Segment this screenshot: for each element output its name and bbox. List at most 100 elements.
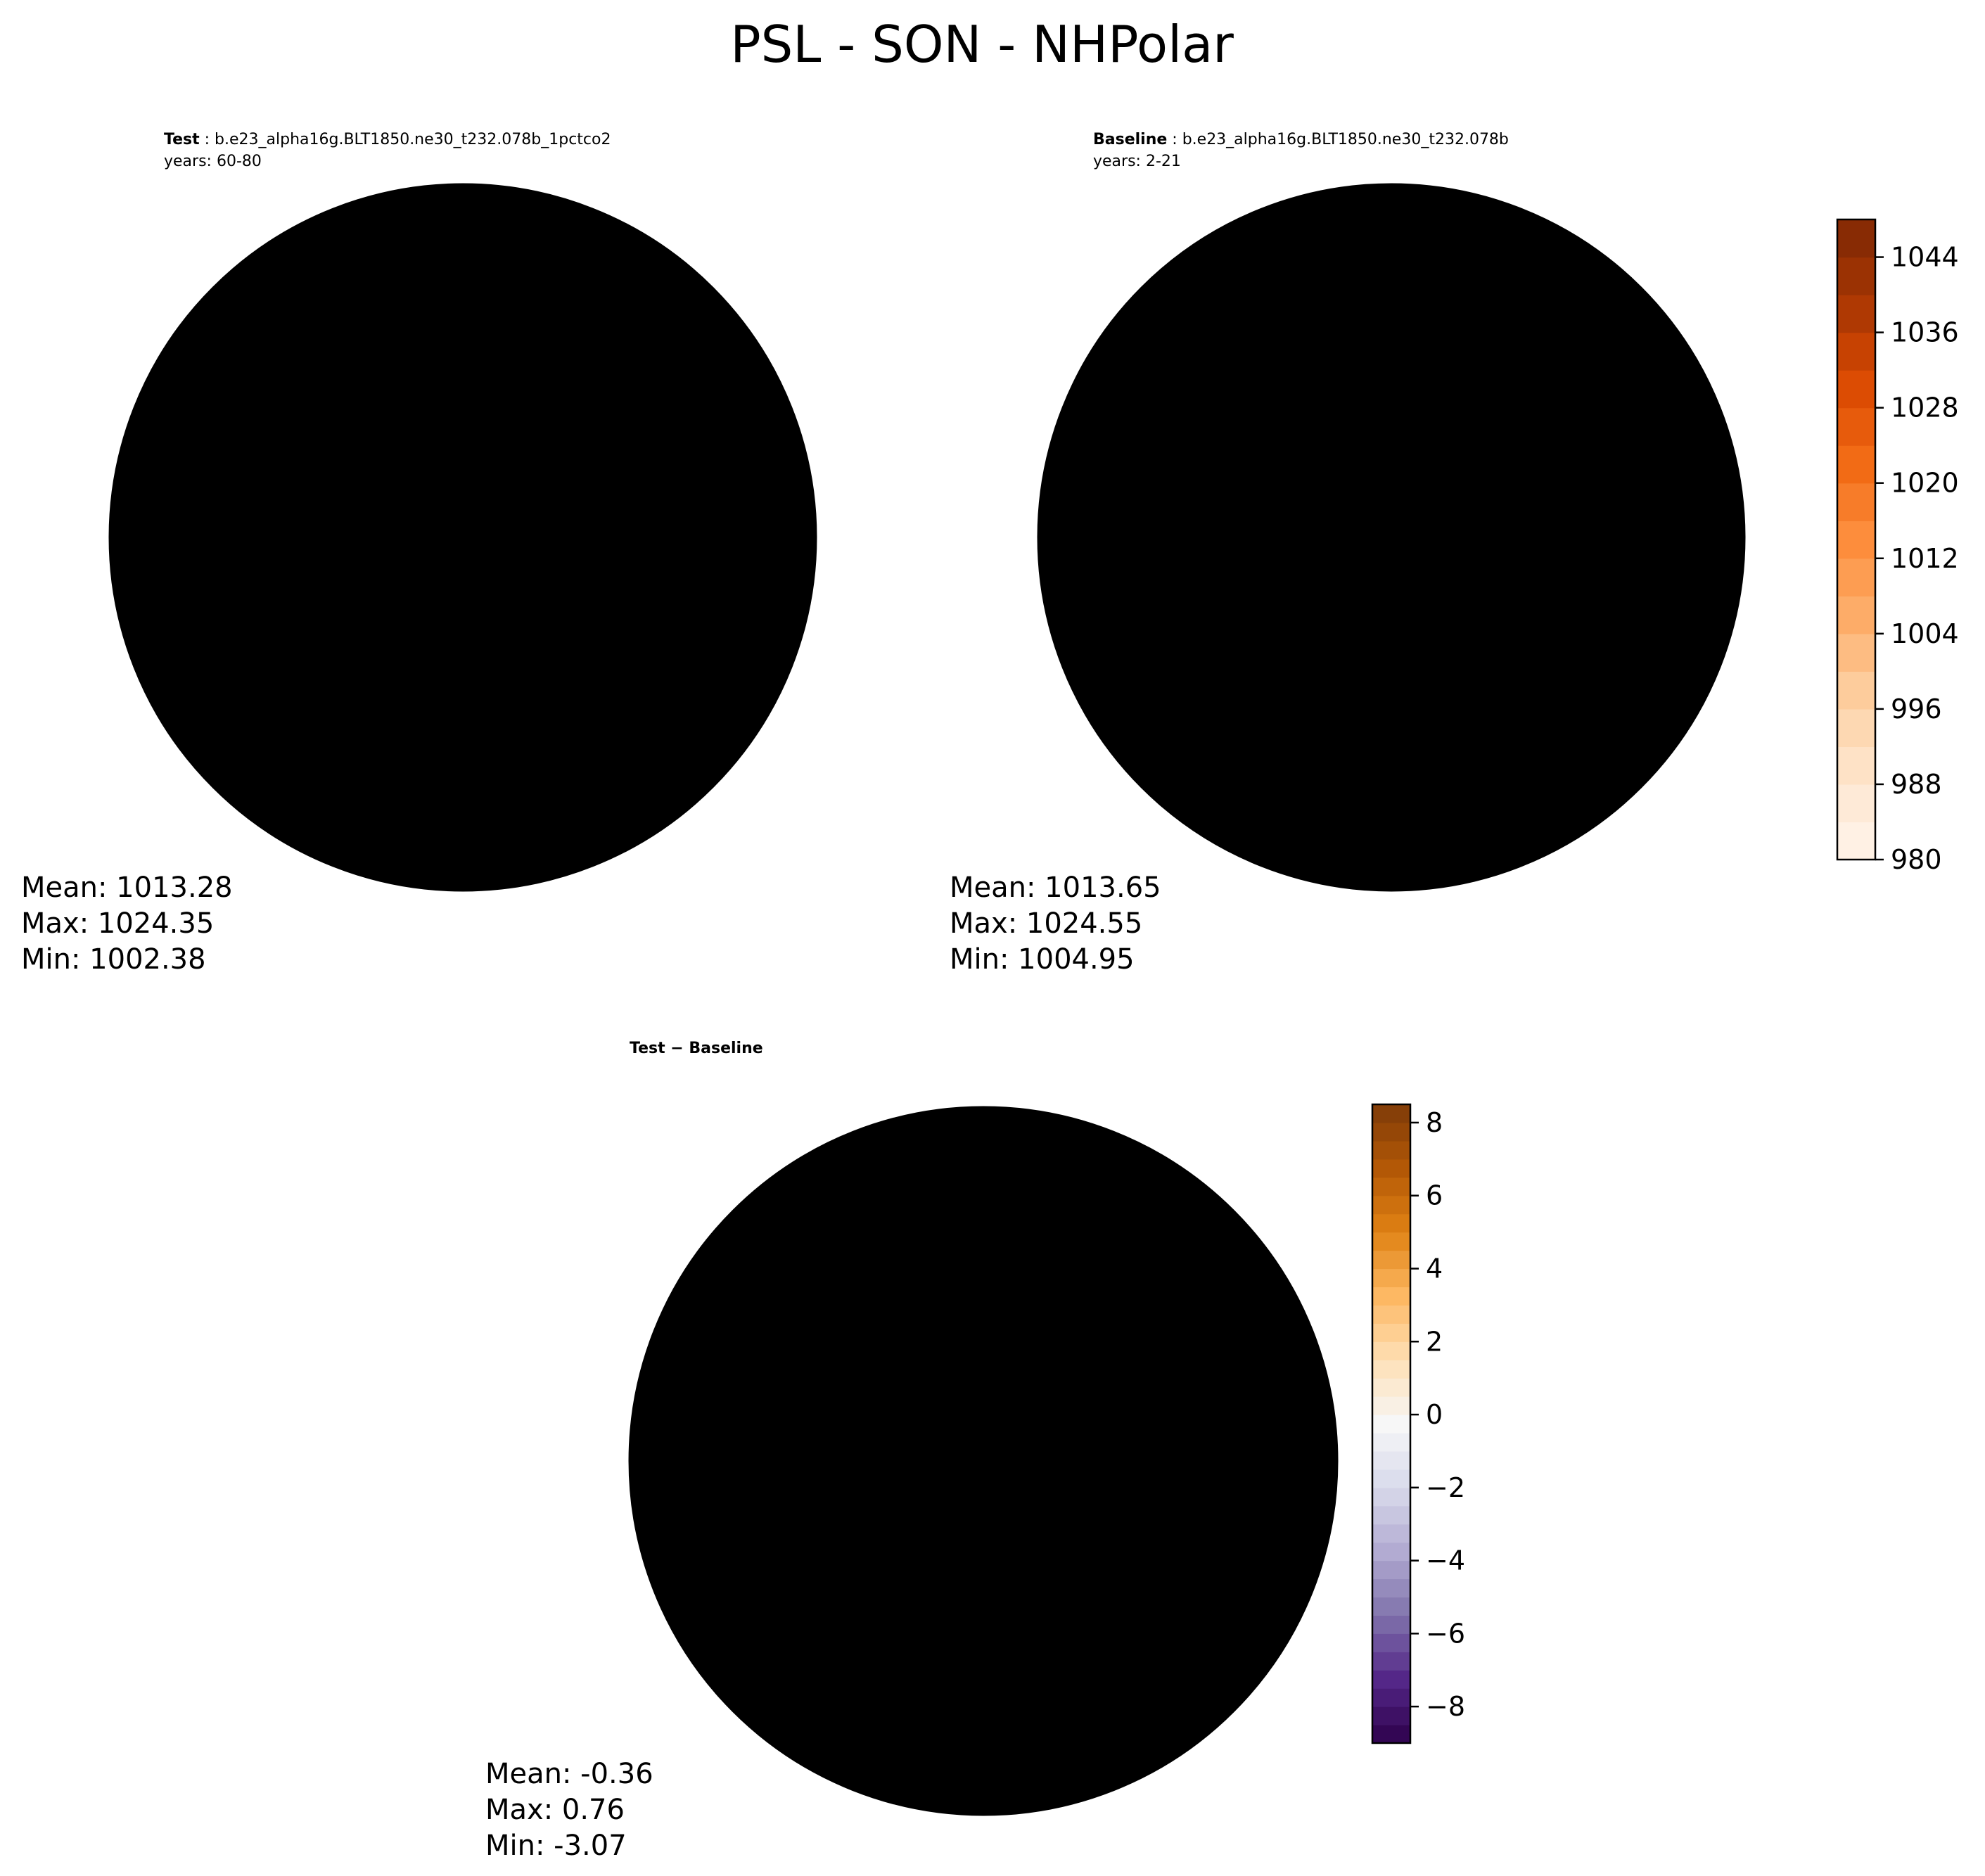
colorbar-swatch <box>1837 483 1875 521</box>
colorbar-swatch <box>1372 1213 1410 1233</box>
stats-min-difference: Min: -3.07 <box>485 1830 627 1862</box>
polar-map-test <box>108 183 817 892</box>
colorbar-swatch <box>1372 1360 1410 1379</box>
colorbar-swatch <box>1372 1122 1410 1142</box>
colorbar-swatch <box>1372 1287 1410 1306</box>
colorbar-swatch <box>1372 1104 1410 1123</box>
colorbar-tick-label: −2 <box>1426 1472 1465 1503</box>
colorbar-swatch <box>1372 1305 1410 1324</box>
colorbar-swatch <box>1372 1670 1410 1689</box>
colorbar-swatch <box>1372 1450 1410 1470</box>
colorbar-swatch <box>1372 1706 1410 1725</box>
colorbar-swatch <box>1837 822 1875 860</box>
colorbar-tick-label: 1020 <box>1891 468 1959 499</box>
coastlines <box>145 212 781 841</box>
colorbar-swatch <box>1837 596 1875 634</box>
panel-difference: Test − Baseline Mean: -0.36 Max: 0.76 Mi… <box>485 1040 1339 1862</box>
colorbar-tick-label: 0 <box>1426 1399 1443 1430</box>
panel-title-baseline-bold: Baseline <box>1093 131 1167 148</box>
figure-title: PSL - SON - NHPolar <box>730 15 1234 74</box>
colorbar-swatch <box>1837 407 1875 446</box>
colorbar-swatch <box>1837 521 1875 559</box>
colorbar-frame <box>1371 1103 1412 1744</box>
colorbar-tick-label: 1036 <box>1891 317 1959 348</box>
panel-baseline: Baseline : b.e23_alpha16g.BLT1850.ne30_t… <box>950 131 1746 976</box>
colorbar-tick-label: 996 <box>1891 694 1942 725</box>
map-boundary <box>628 1106 1339 1816</box>
colorbar-swatch <box>1372 1323 1410 1342</box>
colorbar-tick-label: 1004 <box>1891 618 1959 649</box>
colorbar-swatch <box>1372 1195 1410 1215</box>
colorbar-swatch <box>1372 1560 1410 1580</box>
colorbar-tick-label: −4 <box>1426 1545 1465 1576</box>
colorbar-tick-label: 1012 <box>1891 543 1959 574</box>
colorbar-swatch <box>1837 671 1875 710</box>
colorbar-swatch <box>1372 1268 1410 1288</box>
map-boundary <box>108 183 817 892</box>
colorbar-swatch <box>1372 1378 1410 1397</box>
panel-years-test: years: 60-80 <box>164 153 262 170</box>
colorbar-swatch <box>1372 1415 1410 1434</box>
colorbar-swatch <box>1372 1487 1410 1507</box>
colorbar-tick-label: 8 <box>1426 1107 1443 1138</box>
colorbar-tick-label: 1044 <box>1891 242 1959 273</box>
colorbar-swatch <box>1837 332 1875 371</box>
panel-title-test: Test : b.e23_alpha16g.BLT1850.ne30_t232.… <box>164 131 611 148</box>
colorbar-tick-label: 6 <box>1426 1180 1443 1211</box>
colorbar-swatch <box>1372 1688 1410 1707</box>
colorbar-swatch <box>1837 784 1875 823</box>
colorbar-swatch <box>1837 746 1875 785</box>
stats-max-difference: Max: 0.76 <box>485 1794 625 1826</box>
colorbar-tick-label: 1028 <box>1891 393 1959 423</box>
panel-title-baseline: Baseline : b.e23_alpha16g.BLT1850.ne30_t… <box>1093 131 1509 148</box>
colorbar-swatch <box>1372 1615 1410 1634</box>
colorbar-swatch <box>1372 1725 1410 1744</box>
panel-years-baseline: years: 2-21 <box>1093 153 1181 170</box>
colorbar-psl: 980 988 996 1004 1012 1020 1028 1036 1044 <box>1836 218 1959 875</box>
colorbar-tick-label: 980 <box>1891 844 1942 875</box>
stats-mean-difference: Mean: -0.36 <box>485 1758 653 1790</box>
polar-map-difference <box>628 1106 1339 1816</box>
colorbar-swatch <box>1372 1469 1410 1488</box>
colorbar-swatch <box>1837 257 1875 295</box>
colorbar-swatch <box>1372 1396 1410 1415</box>
panel-test: Test : b.e23_alpha16g.BLT1850.ne30_t232.… <box>21 131 817 976</box>
panel-title-baseline-case: : b.e23_alpha16g.BLT1850.ne30_t232.078b <box>1167 131 1509 148</box>
stats-max-baseline: Max: 1024.55 <box>950 907 1142 940</box>
colorbar-swatch <box>1372 1250 1410 1270</box>
colorbar-swatch <box>1837 708 1875 748</box>
colorbar-swatch <box>1372 1140 1410 1160</box>
colorbar-swatch <box>1837 295 1875 333</box>
colorbar-tick-label: −8 <box>1426 1691 1465 1722</box>
coastlines <box>1073 212 1709 841</box>
colorbar-tick-label: 2 <box>1426 1326 1443 1357</box>
colorbar-swatch <box>1372 1578 1410 1598</box>
colorbar-swatch <box>1837 558 1875 596</box>
colorbar-swatch <box>1372 1633 1410 1652</box>
colorbar-swatch <box>1372 1505 1410 1525</box>
colorbar-swatch <box>1837 633 1875 672</box>
panel-title-test-bold: Test <box>164 131 200 148</box>
colorbar-swatch <box>1372 1177 1410 1197</box>
stats-mean-test: Mean: 1013.28 <box>21 872 233 904</box>
polar-map-baseline <box>1037 183 1746 892</box>
colorbar-swatch <box>1372 1524 1410 1543</box>
colorbar-swatch <box>1372 1597 1410 1616</box>
coastlines <box>665 1135 1301 1765</box>
colorbar-swatch <box>1372 1341 1410 1360</box>
stats-mean-baseline: Mean: 1013.65 <box>950 872 1161 904</box>
stats-max-test: Max: 1024.35 <box>21 907 214 940</box>
colorbar-swatch <box>1372 1232 1410 1251</box>
panel-title-difference: Test − Baseline <box>630 1040 763 1057</box>
colorbar-swatch <box>1372 1432 1410 1452</box>
colorbar-swatch <box>1837 370 1875 409</box>
colorbar-tick-label: −6 <box>1426 1618 1465 1649</box>
colorbar-tick-label: 4 <box>1426 1253 1443 1284</box>
colorbar-frame <box>1836 218 1877 861</box>
colorbar-swatch <box>1372 1542 1410 1562</box>
stats-min-baseline: Min: 1004.95 <box>950 943 1135 976</box>
colorbar-swatch <box>1372 1652 1410 1671</box>
colorbar-tick-label: 988 <box>1891 769 1942 800</box>
colorbar-swatch <box>1837 445 1875 484</box>
